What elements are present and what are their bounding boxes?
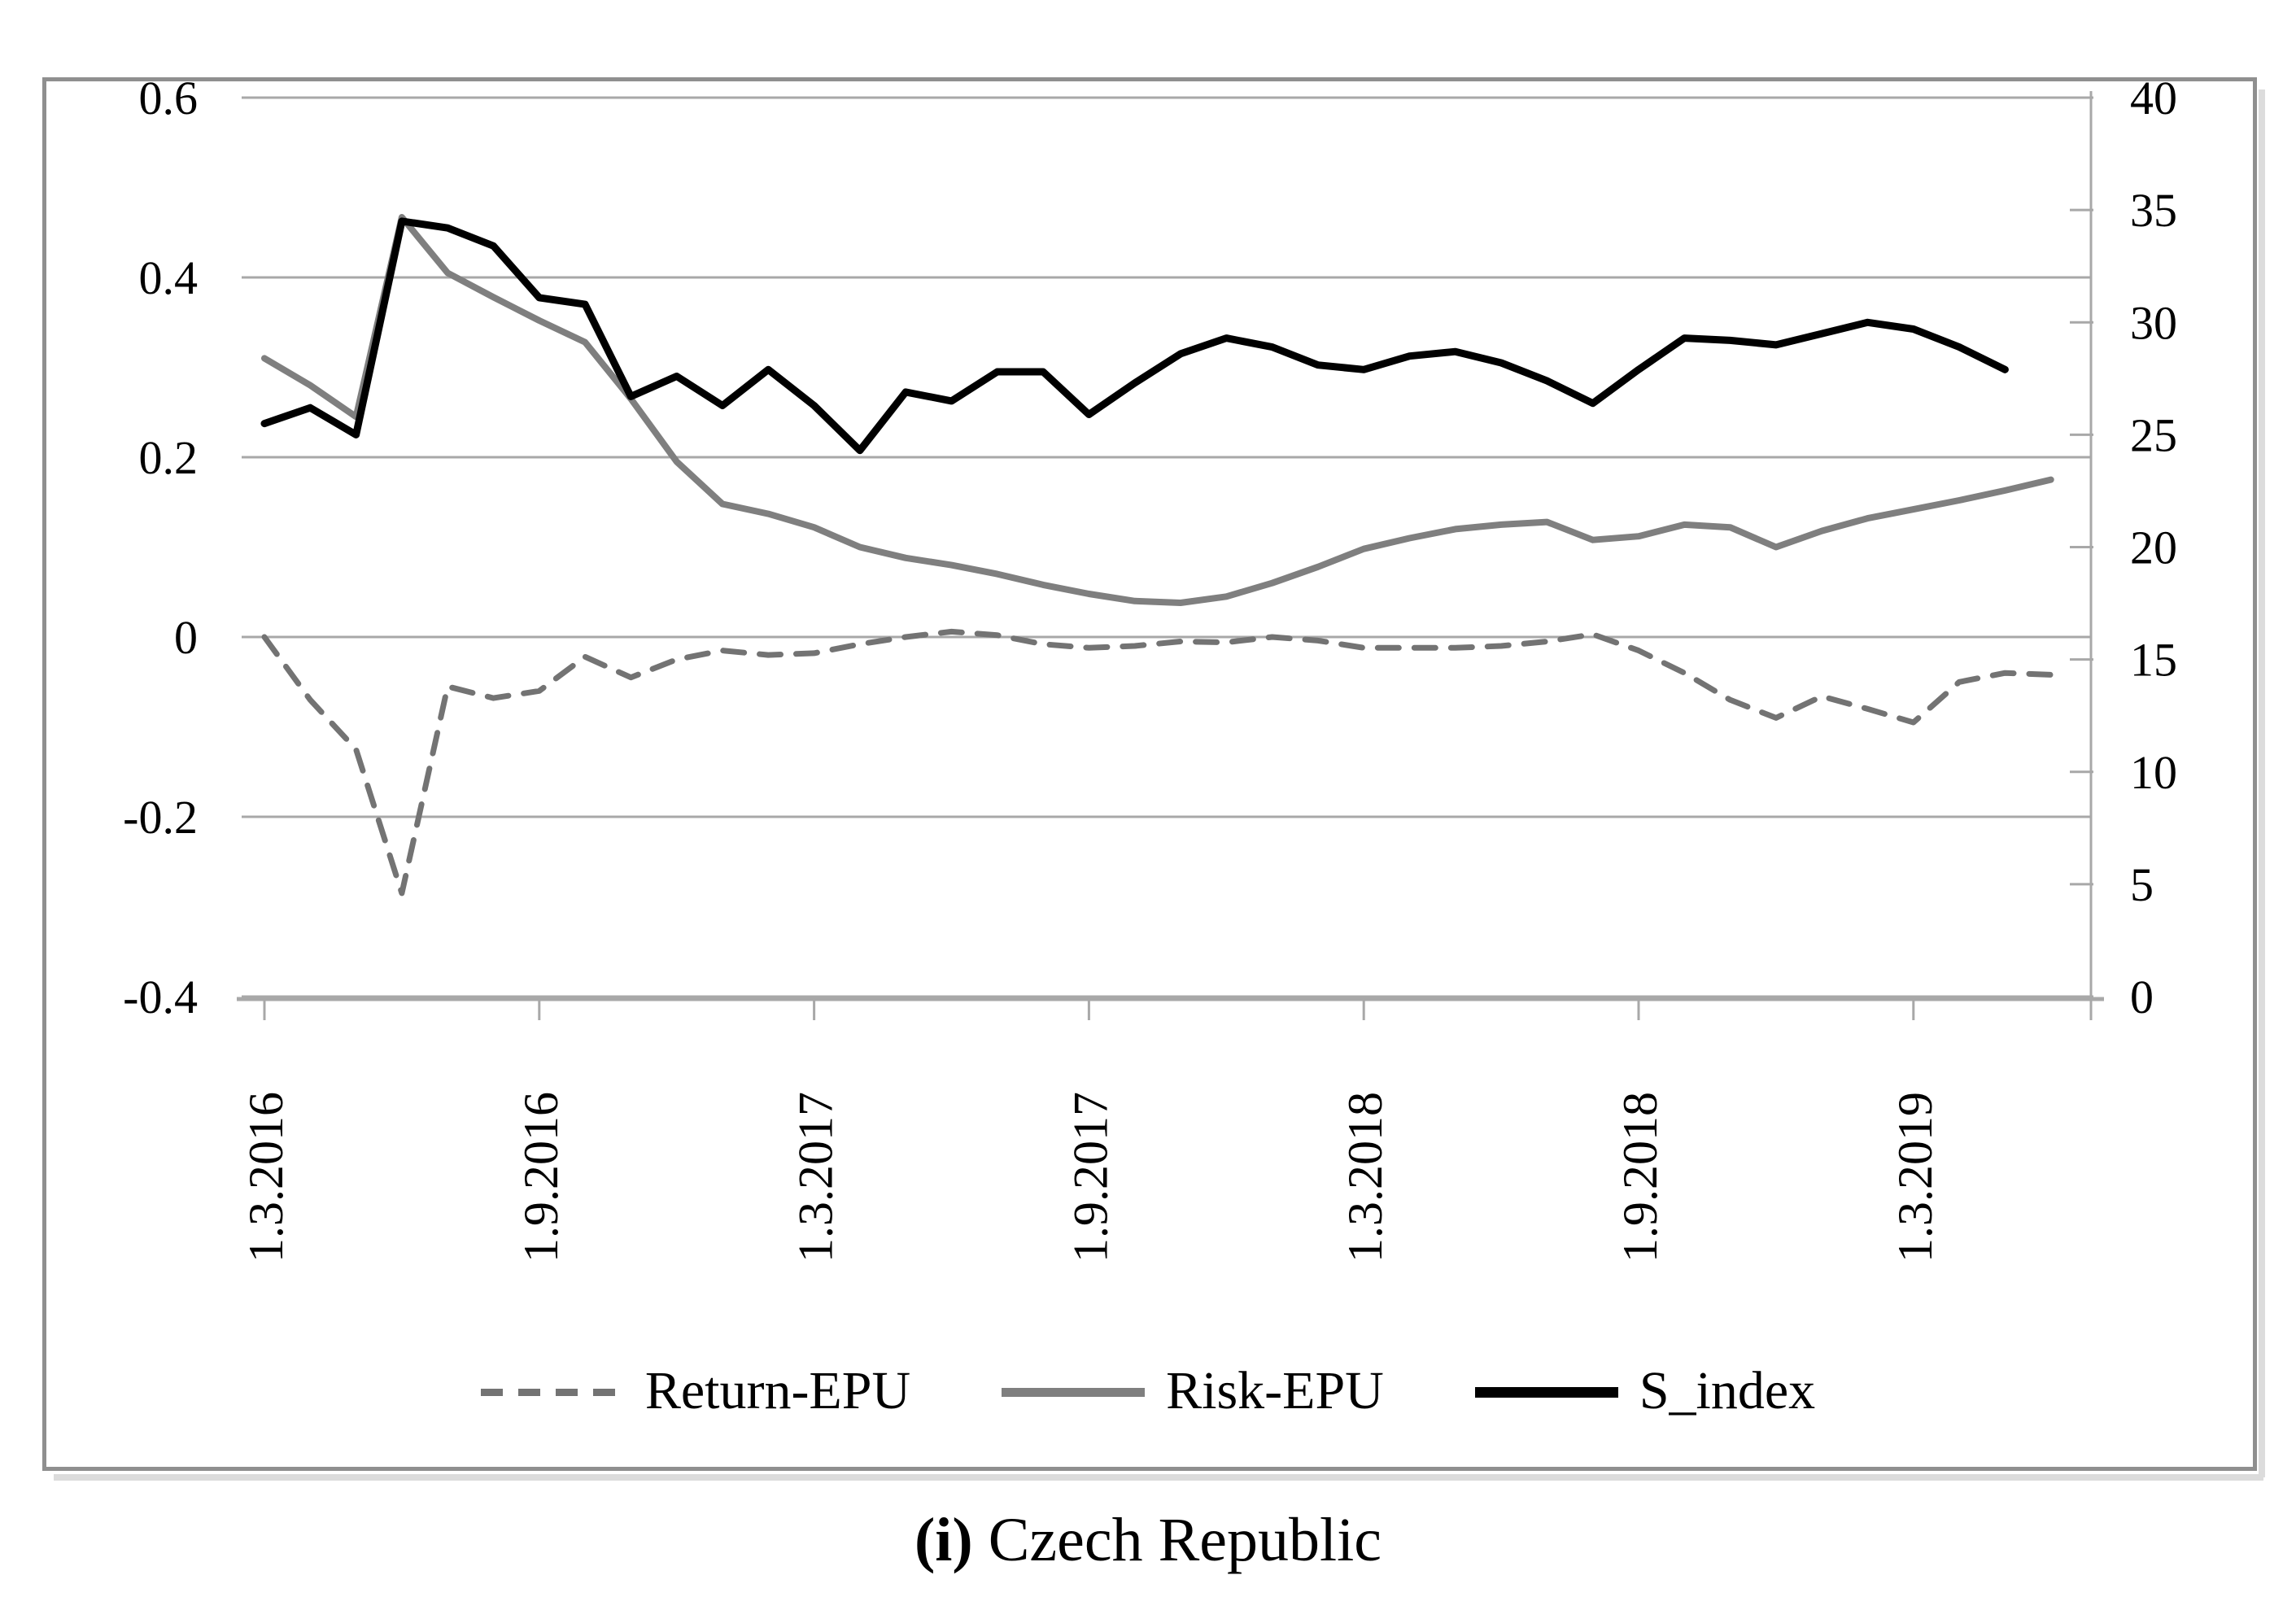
caption-index: (i) [914, 1506, 973, 1574]
right-axis-tick-label: 40 [2130, 72, 2177, 124]
figure-border-shadow [2259, 89, 2265, 1477]
right-axis-tick-label: 20 [2130, 521, 2177, 574]
legend-label: S_index [1639, 1361, 1816, 1420]
chart-legend: Return-EPU Risk-EPU S_index [0, 1344, 2296, 1438]
x-axis-tick-label: 1.3.2017 [789, 1092, 843, 1263]
legend-item-s-index: S_index [1474, 1361, 1816, 1420]
legend-label: Return-EPU [644, 1361, 911, 1420]
caption-text: Czech Republic [988, 1506, 1382, 1574]
x-axis-tick-label: 1.9.2016 [514, 1092, 568, 1263]
legend-dashed-line-swatch [480, 1388, 624, 1396]
x-axis-tick-label: 1.9.2017 [1063, 1092, 1117, 1263]
x-axis-tick-label: 1.9.2018 [1613, 1092, 1667, 1263]
left-axis-tick-label: 0.4 [139, 251, 199, 304]
right-axis-tick-label: 5 [2130, 858, 2154, 911]
legend-item-risk-epu: Risk-EPU [1002, 1364, 1384, 1418]
left-axis-tick-label: -0.4 [123, 971, 198, 1023]
figure-border-shadow [54, 1474, 2263, 1481]
right-axis-tick-label: 15 [2130, 634, 2177, 687]
legend-item-return-epu: Return-EPU [480, 1361, 911, 1420]
figure-border [42, 77, 2257, 1471]
legend-label: Risk-EPU [1166, 1361, 1384, 1420]
series-line-risk-epu [261, 214, 2054, 606]
series-line-s-index [260, 217, 2009, 455]
right-axis-tick-label: 10 [2130, 746, 2177, 799]
x-axis-tick-label: 1.3.2016 [239, 1092, 293, 1263]
right-axis-tick-label: 35 [2130, 184, 2177, 237]
figure-caption: (i) Czech Republic [0, 1503, 2296, 1577]
left-axis-tick-label: 0.2 [139, 431, 199, 484]
left-axis-tick-label: -0.2 [123, 791, 198, 844]
legend-black-line-swatch [1474, 1386, 1618, 1398]
x-axis-tick-label: 1.3.2018 [1338, 1092, 1392, 1263]
right-axis-tick-label: 0 [2130, 971, 2154, 1023]
right-axis-tick-label: 25 [2130, 408, 2177, 461]
x-axis-tick-label: 1.3.2019 [1888, 1092, 1942, 1263]
right-axis-tick-label: 30 [2130, 296, 2177, 349]
series-line-return-epu [261, 628, 2054, 897]
left-axis-tick-label: 0.6 [139, 72, 199, 124]
left-axis-tick-label: 0 [174, 611, 198, 664]
legend-gray-line-swatch [1002, 1387, 1146, 1397]
